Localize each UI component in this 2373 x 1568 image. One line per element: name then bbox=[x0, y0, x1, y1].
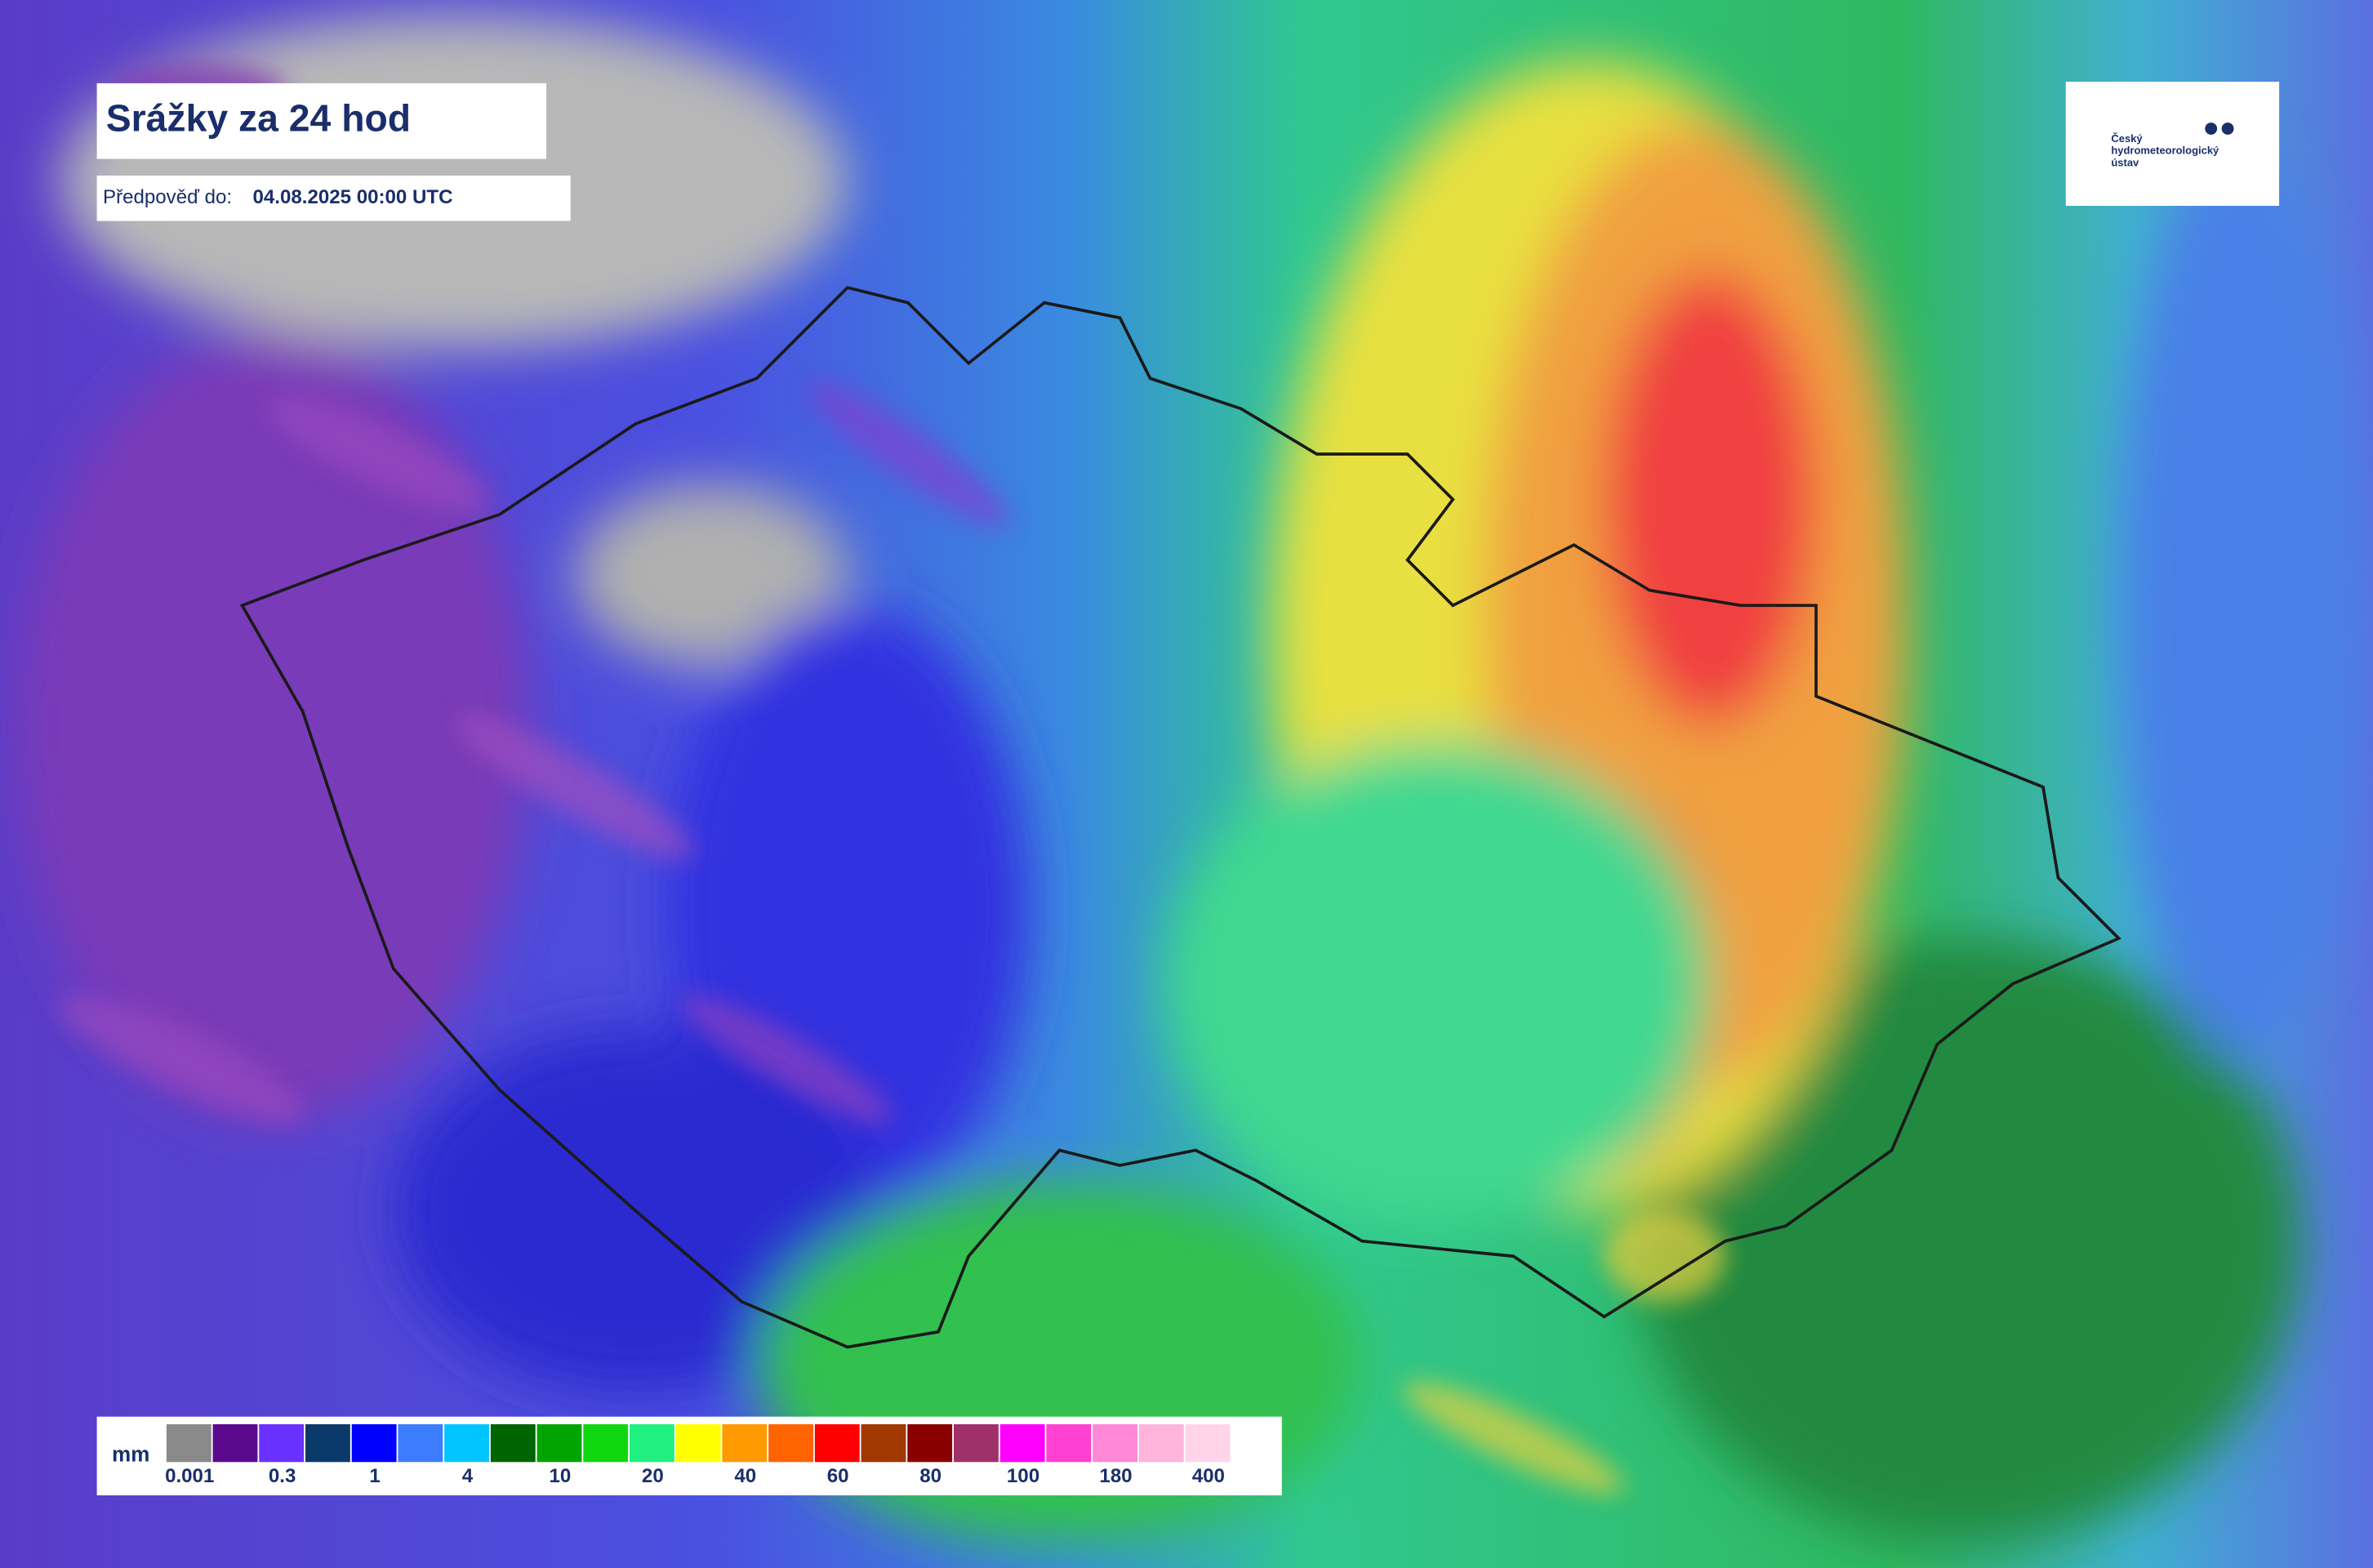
legend-swatch bbox=[953, 1423, 999, 1463]
legend-swatch bbox=[1093, 1423, 1138, 1463]
legend-swatch bbox=[629, 1423, 675, 1463]
legend-swatch bbox=[583, 1423, 629, 1463]
legend-swatch bbox=[768, 1423, 813, 1463]
legend-unit: mm bbox=[112, 1444, 149, 1467]
legend-label: 0.001 bbox=[165, 1465, 214, 1487]
legend-swatch bbox=[305, 1423, 350, 1463]
logo-mark bbox=[2205, 122, 2218, 135]
forecast-box bbox=[96, 175, 571, 221]
legend-swatch bbox=[1046, 1423, 1092, 1463]
legend-swatch bbox=[166, 1423, 211, 1463]
legend: 0.001 0.3 1 4 10 20 40 60 80 100 180 400 bbox=[165, 1423, 1231, 1487]
legend-swatch bbox=[907, 1423, 953, 1463]
legend-swatch bbox=[444, 1423, 489, 1463]
legend-label: 20 bbox=[642, 1465, 664, 1487]
legend-swatch bbox=[814, 1423, 860, 1463]
legend-label: 4 bbox=[462, 1465, 474, 1487]
legend-swatch bbox=[1138, 1423, 1184, 1463]
title-box bbox=[96, 82, 547, 159]
logo-box bbox=[2065, 82, 2280, 207]
legend-label: 400 bbox=[1192, 1465, 1225, 1487]
legend-swatch bbox=[536, 1423, 582, 1463]
legend-label: 60 bbox=[827, 1465, 849, 1487]
legend-swatch bbox=[861, 1423, 906, 1463]
forecast-label: Předpověď do: bbox=[103, 186, 232, 208]
legend-label: 0.3 bbox=[269, 1465, 296, 1487]
legend-swatch bbox=[259, 1423, 305, 1463]
legend-label: 100 bbox=[1007, 1465, 1040, 1487]
map-title: Srážky za 24 hod bbox=[106, 96, 411, 139]
legend-swatch bbox=[675, 1423, 721, 1463]
legend-label: 10 bbox=[550, 1465, 572, 1487]
legend-label: 180 bbox=[1099, 1465, 1132, 1487]
logo-line: Český bbox=[2111, 132, 2143, 145]
legend-swatch bbox=[722, 1423, 768, 1463]
forecast-time: 04.08.2025 00:00 UTC bbox=[253, 186, 453, 208]
czech-border bbox=[239, 286, 2121, 1349]
legend-swatch bbox=[212, 1423, 258, 1463]
legend-label: 1 bbox=[369, 1465, 380, 1487]
legend-swatch bbox=[490, 1423, 536, 1463]
legend-swatch bbox=[398, 1423, 443, 1463]
logo-line: hydrometeorologický bbox=[2111, 145, 2219, 157]
legend-swatch bbox=[351, 1423, 397, 1463]
logo-mark bbox=[2221, 122, 2234, 135]
legend-label: 80 bbox=[919, 1465, 942, 1487]
logo-line: ústav bbox=[2111, 157, 2139, 169]
legend-label: 40 bbox=[734, 1465, 756, 1487]
legend-swatch bbox=[1000, 1423, 1045, 1463]
legend-swatch bbox=[1185, 1423, 1231, 1463]
